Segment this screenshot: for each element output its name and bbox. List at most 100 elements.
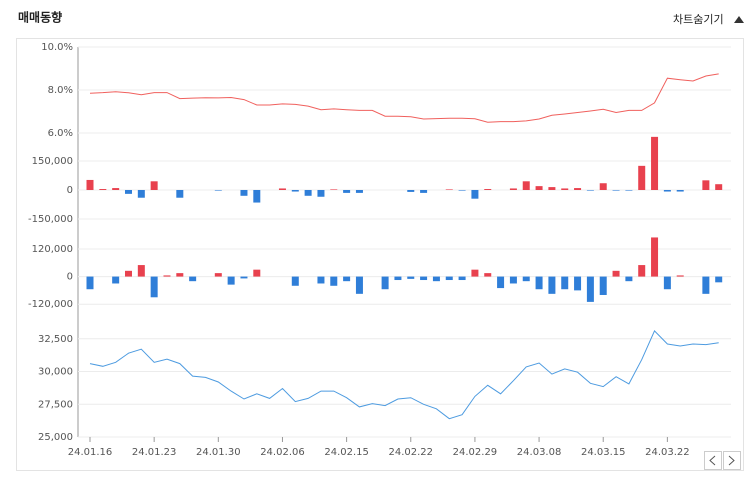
bar [561,188,569,190]
bar [676,275,684,277]
bar [612,270,620,277]
bar [407,189,415,192]
y-tick-label: 27,500 [38,399,73,410]
bar [497,276,505,289]
x-tick-label: 24.01.23 [132,447,177,458]
bar [355,276,363,294]
bar [253,189,261,203]
bar [317,189,325,197]
y-tick-label: 25,000 [38,432,73,443]
y-tick-label: 8.0% [48,85,73,96]
bar [189,276,197,282]
next-icon[interactable] [728,455,735,466]
bar [471,269,479,277]
bar [535,276,543,290]
bar [214,189,222,191]
bar [150,181,158,190]
bar [394,276,402,281]
bar [599,183,607,190]
bar [638,265,646,277]
y-tick-label: -120,000 [28,299,73,310]
bar [407,276,415,279]
x-tick-label: 24.02.29 [453,447,498,458]
bar [651,237,659,277]
y-tick-label: 150,000 [32,156,73,167]
bar [612,189,620,191]
bar [137,265,145,277]
bar [702,276,710,294]
bar [304,189,312,196]
bar [484,189,492,190]
bar [253,269,261,277]
line [89,73,719,123]
bar [176,189,184,198]
bar [330,276,338,286]
bar [445,276,453,281]
bar [676,189,684,192]
prev-button[interactable] [704,451,722,470]
bar [484,273,492,277]
bar [420,276,428,281]
bar [663,189,671,192]
bar [343,276,351,282]
bar [471,189,479,199]
x-tick-label: 24.03.22 [645,447,690,458]
bar [715,276,723,283]
y-tick-label: 120,000 [32,244,73,255]
bar [381,276,389,290]
x-tick-label: 24.03.15 [581,447,626,458]
x-tick-label: 24.01.16 [68,447,113,458]
x-tick-label: 24.03.08 [517,447,562,458]
bar [445,189,453,190]
bar [355,189,363,193]
bar [574,276,582,291]
bar [330,189,338,190]
y-tick-label: -150,000 [28,214,73,225]
bar [651,136,659,190]
bar [574,188,582,190]
bar [291,276,299,286]
bar [86,179,94,190]
y-tick-label: 0 [67,185,73,196]
x-tick-label: 24.01.30 [196,447,241,458]
bar [420,189,428,193]
bar [522,181,530,190]
y-tick-label: 0 [67,272,73,283]
bar [317,276,325,284]
bar [548,187,556,190]
bar [240,189,248,196]
bar [278,188,286,190]
line [89,330,719,420]
bar [586,189,594,191]
toggle-chart[interactable]: 차트숨기기 [673,13,724,26]
section-title: 매매동향 [18,10,62,25]
bar [112,188,120,190]
y-tick-label: 32,500 [38,334,73,345]
toggle-icon[interactable] [734,16,744,23]
bar [163,275,171,277]
bar [586,276,594,302]
bar [625,276,633,282]
bar [99,189,107,190]
y-tick-label: 6.0% [48,128,73,139]
bar [86,276,94,290]
bar [137,189,145,198]
bar [625,189,633,191]
y-tick-label: 10.0% [41,42,73,53]
next-button[interactable] [723,451,741,470]
bar [522,276,530,282]
x-tick-label: 24.02.06 [260,447,305,458]
bar [124,189,132,194]
bar [509,188,517,190]
chart-frame [16,38,744,471]
prev-icon[interactable] [709,455,716,466]
bar [432,276,440,282]
bar [112,276,120,284]
bar [176,273,184,277]
bar [343,189,351,193]
bar [124,270,132,277]
bar [599,276,607,295]
bar [663,276,671,290]
